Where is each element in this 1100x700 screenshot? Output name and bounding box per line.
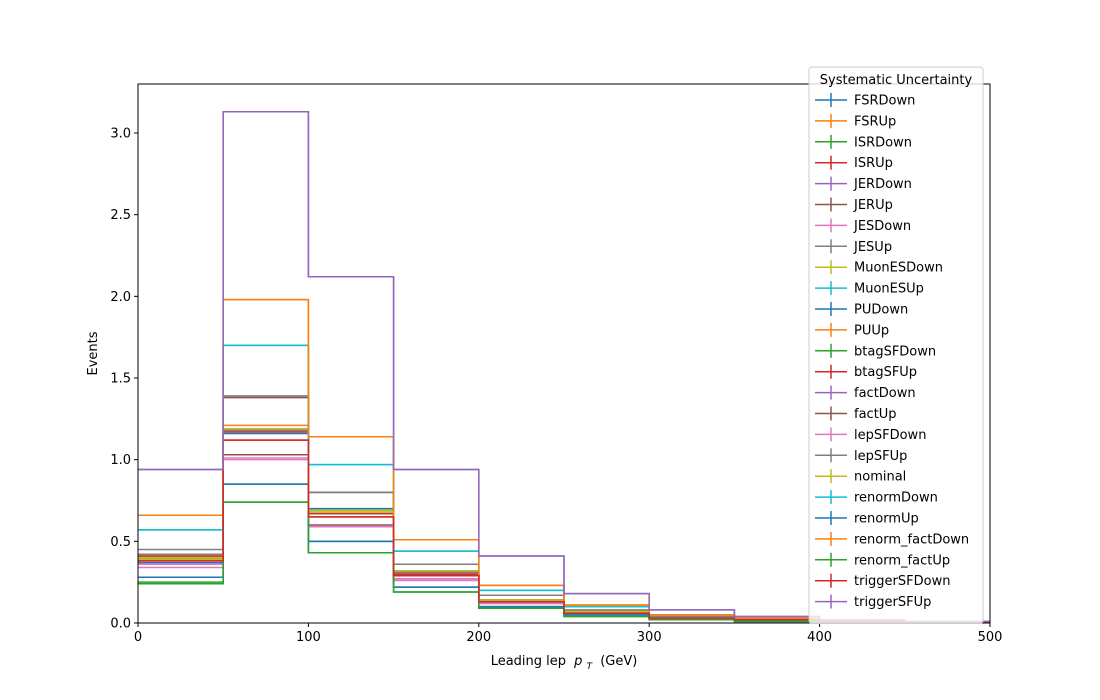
- legend-entry-nominal: nominal: [815, 469, 906, 485]
- legend-label: JERDown: [853, 177, 912, 192]
- legend-entry-btagSFUp: btagSFUp: [815, 364, 917, 380]
- legend-entry-PUUp: PUUp: [815, 322, 889, 338]
- legend-label: renormDown: [854, 491, 938, 506]
- legend-entry-triggerSFDown: triggerSFDown: [815, 573, 950, 589]
- legend-label: lepSFUp: [854, 449, 907, 464]
- legend-label: lepSFDown: [854, 428, 926, 443]
- x-axis-label: Leading lep p T (GeV): [491, 654, 638, 673]
- y-tick-label: 1.0: [110, 453, 131, 468]
- legend-entry-factDown: factDown: [815, 385, 916, 401]
- x-tick-label: 0: [134, 630, 142, 645]
- legend: Systematic Uncertainty FSRDown FSRUp ISRDo…: [808, 66, 984, 624]
- x-axis-label-unit: (GeV): [600, 654, 637, 669]
- legend-entry-lepSFDown: lepSFDown: [815, 427, 926, 443]
- legend-label: factUp: [854, 407, 897, 422]
- legend-label: JERUp: [853, 198, 893, 213]
- legend-label: ISRUp: [854, 156, 893, 171]
- legend-title: Systematic Uncertainty: [820, 73, 973, 88]
- legend-entry-FSRUp: FSRUp: [815, 113, 896, 129]
- legend-entry-btagSFDown: btagSFDown: [815, 343, 936, 359]
- legend-label: nominal: [854, 470, 906, 485]
- legend-label: triggerSFUp: [854, 595, 931, 610]
- legend-entry-MuonESUp: MuonESUp: [815, 281, 924, 297]
- legend-entry-FSRDown: FSRDown: [815, 93, 915, 109]
- x-axis-label-variable: p: [573, 654, 582, 669]
- legend-label: renormUp: [854, 512, 919, 527]
- legend-label: MuonESUp: [854, 282, 924, 297]
- legend-entry-JERUp: JERUp: [815, 197, 893, 213]
- y-axis-label: Events: [86, 331, 101, 375]
- legend-label: triggerSFDown: [854, 574, 950, 589]
- legend-entry-ISRDown: ISRDown: [815, 134, 912, 150]
- legend-entry-ISRUp: ISRUp: [815, 155, 893, 171]
- x-axis: 0 100 200 300 400 500: [134, 623, 1003, 645]
- y-tick-label: 2.0: [110, 290, 131, 305]
- legend-entry-JESUp: JESUp: [815, 239, 892, 255]
- axes-frame: [137, 83, 991, 624]
- x-tick-label: 300: [637, 630, 662, 645]
- x-axis-label-text: Leading lep: [491, 654, 566, 669]
- legend-entry-lepSFUp: lepSFUp: [815, 448, 907, 464]
- legend-label: btagSFDown: [854, 344, 936, 359]
- legend-label: FSRDown: [854, 94, 915, 109]
- y-tick-label: 2.5: [110, 208, 131, 223]
- x-tick-label: 500: [978, 630, 1003, 645]
- legend-entry-renorm_factUp: renorm_factUp: [815, 552, 950, 568]
- legend-entry-PUDown: PUDown: [815, 302, 908, 318]
- x-tick-label: 400: [807, 630, 832, 645]
- legend-label: btagSFUp: [854, 365, 917, 380]
- legend-label: PUUp: [854, 323, 889, 338]
- legend-label: renorm_factUp: [854, 553, 950, 568]
- legend-entry-JESDown: JESDown: [815, 218, 911, 234]
- legend-label: ISRDown: [854, 135, 912, 150]
- legend-label: factDown: [854, 386, 916, 401]
- legend-label: JESUp: [853, 240, 892, 255]
- x-tick-label: 200: [466, 630, 491, 645]
- legend-entries: FSRDown FSRUp ISRDown ISRUp JERDown JERUp JESD…: [815, 93, 969, 610]
- legend-entry-factUp: factUp: [815, 406, 897, 422]
- x-axis-label-subscript: T: [587, 662, 594, 672]
- legend-label: renorm_factDown: [854, 532, 969, 547]
- y-tick-label: 3.0: [110, 127, 131, 142]
- legend-entry-triggerSFUp: triggerSFUp: [815, 594, 931, 610]
- legend-entry-JERDown: JERDown: [815, 176, 912, 192]
- legend-box: [808, 66, 984, 624]
- y-tick-label: 0.0: [110, 617, 131, 632]
- y-tick-label: 0.5: [110, 535, 131, 550]
- legend-entry-renormDown: renormDown: [815, 490, 938, 506]
- y-tick-label: 1.5: [110, 372, 131, 387]
- legend-entry-renormUp: renormUp: [815, 511, 919, 527]
- legend-label: JESDown: [853, 219, 911, 234]
- legend-entry-renorm_factDown: renorm_factDown: [815, 531, 969, 547]
- x-tick-label: 100: [296, 630, 321, 645]
- legend-entry-MuonESDown: MuonESDown: [815, 260, 943, 276]
- legend-label: FSRUp: [854, 114, 896, 129]
- y-axis: 0.0 0.5 1.0 1.5 2.0 2.5 3.0: [110, 127, 138, 632]
- legend-label: PUDown: [854, 303, 908, 318]
- legend-label: MuonESDown: [854, 261, 943, 276]
